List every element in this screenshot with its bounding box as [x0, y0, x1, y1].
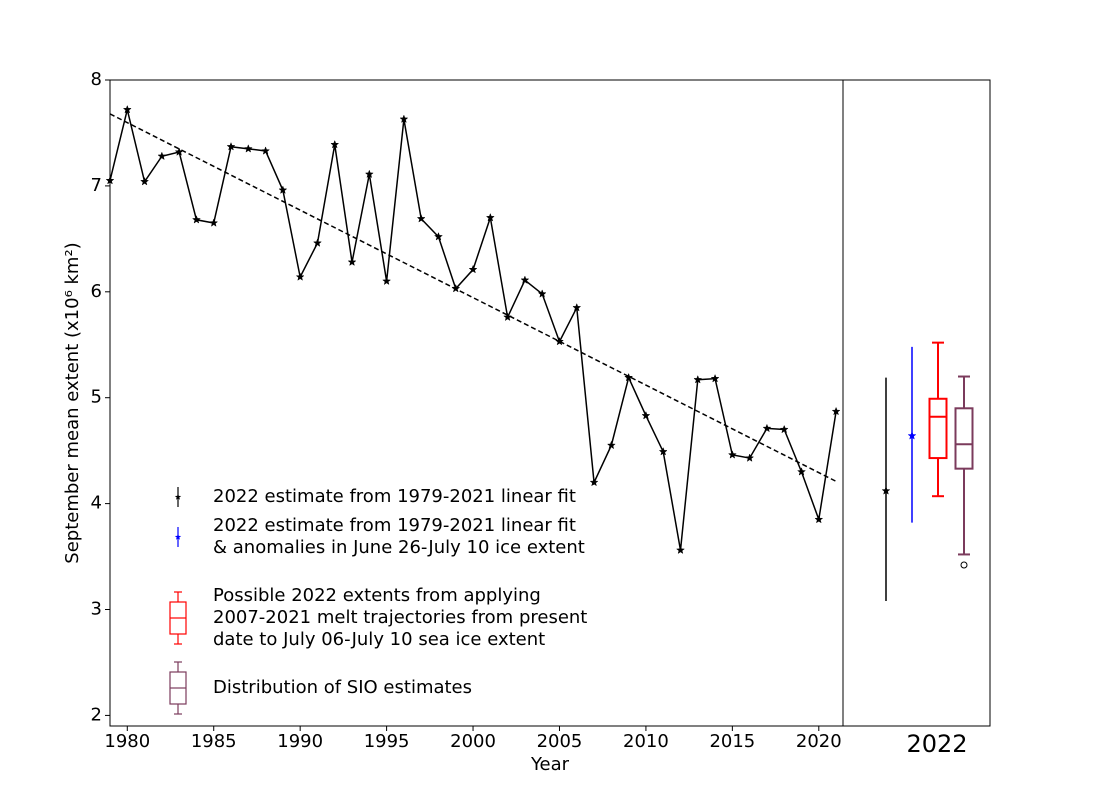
- x-axis-label: Year: [530, 754, 570, 775]
- x-tick-label: 2005: [537, 731, 583, 752]
- marker: [191, 215, 201, 224]
- legend-label: date to July 06-July 10 sea ice extent: [213, 629, 545, 650]
- box: [954, 407, 974, 470]
- marker: [243, 144, 253, 153]
- panel-frame: [842, 79, 991, 727]
- marker: [555, 336, 564, 346]
- marker: [174, 147, 184, 156]
- x-tick-label: 2015: [709, 731, 755, 752]
- y-tick-label: 3: [91, 599, 102, 620]
- marker: [624, 372, 634, 382]
- marker: [468, 264, 478, 274]
- y-tick-label: 8: [91, 69, 102, 90]
- marker: [140, 176, 150, 186]
- marker: [312, 238, 322, 247]
- marker: [157, 151, 167, 161]
- marker: [572, 302, 582, 312]
- legend-label: 2022 estimate from 1979-2021 linear fit: [213, 515, 576, 536]
- marker: [907, 431, 917, 440]
- x-tick-label: 2020: [796, 731, 842, 752]
- marker: [676, 545, 685, 555]
- y-tick-label: 6: [91, 281, 102, 302]
- x-tick-label: 1980: [104, 731, 150, 752]
- marker: [797, 467, 806, 476]
- legend-label: & anomalies in June 26-July 10 ice exten…: [213, 537, 585, 558]
- marker: [382, 276, 392, 286]
- y-tick-label: 7: [91, 175, 102, 196]
- marker: [658, 446, 668, 456]
- outlier: [960, 561, 968, 569]
- marker: [814, 514, 824, 524]
- y-tick-label: 5: [91, 387, 102, 408]
- legend-label: Distribution of SIO estimates: [213, 677, 472, 698]
- legend-label: 2007-2021 melt trajectories from present: [213, 607, 587, 628]
- box: [928, 397, 948, 460]
- marker: [606, 440, 616, 450]
- marker: [881, 486, 891, 495]
- marker: [745, 453, 755, 462]
- marker: [122, 104, 132, 114]
- marker: [779, 424, 789, 434]
- marker: [537, 289, 547, 298]
- marker: [226, 142, 236, 151]
- marker: [641, 410, 651, 420]
- trend-line: [109, 113, 837, 483]
- marker: [503, 312, 513, 322]
- x-tick-label: 2010: [623, 731, 669, 752]
- marker: [364, 169, 374, 179]
- marker: [295, 272, 305, 281]
- legend-symbol: [174, 533, 182, 540]
- marker: [209, 218, 219, 227]
- marker: [710, 373, 720, 383]
- y-tick-label: 4: [91, 493, 102, 514]
- data-line: [109, 109, 837, 551]
- legend-label: Possible 2022 extents from applying: [213, 585, 541, 606]
- y-axis-label: September mean extent (x10⁶ km²): [62, 242, 83, 563]
- marker: [347, 257, 357, 266]
- y-tick-label: 2: [91, 704, 102, 725]
- marker: [520, 275, 530, 284]
- marker: [399, 114, 409, 123]
- marker: [330, 139, 340, 149]
- marker: [451, 283, 461, 293]
- x-tick-label: 2000: [450, 731, 496, 752]
- marker: [416, 214, 426, 223]
- marker: [261, 146, 271, 155]
- marker: [105, 175, 115, 185]
- marker: [278, 185, 288, 194]
- marker: [589, 477, 599, 487]
- panel-label: 2022: [906, 730, 967, 758]
- x-tick-label: 1985: [191, 731, 237, 752]
- marker: [762, 423, 772, 433]
- marker: [727, 450, 737, 459]
- legend-label: 2022 estimate from 1979-2021 linear fit: [213, 486, 576, 507]
- marker: [693, 374, 703, 384]
- marker: [831, 406, 841, 416]
- marker: [433, 232, 443, 241]
- x-tick-label: 1995: [364, 731, 410, 752]
- x-tick-label: 1990: [277, 731, 323, 752]
- legend-symbol: [174, 493, 182, 500]
- marker: [485, 212, 495, 222]
